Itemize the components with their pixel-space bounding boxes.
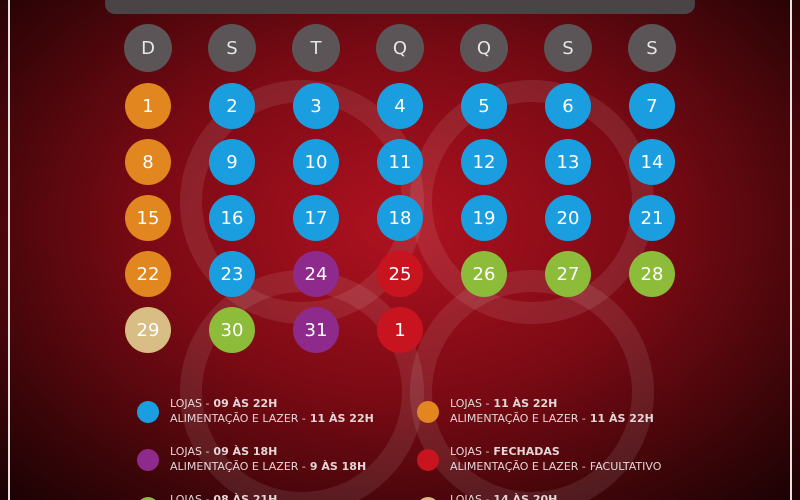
legend-dot bbox=[417, 401, 439, 423]
legend-part: LOJAS - bbox=[450, 493, 490, 500]
day: 5 bbox=[461, 83, 507, 129]
legend-part: 9 ÀS 18H bbox=[309, 460, 367, 473]
legend-part: ALIMENTAÇÃO E LAZER - bbox=[170, 460, 306, 473]
day: 30 bbox=[209, 307, 255, 353]
day: 23 bbox=[209, 251, 255, 297]
day: 6 bbox=[545, 83, 591, 129]
legend-part: ALIMENTAÇÃO E LAZER - bbox=[170, 412, 306, 425]
day: 22 bbox=[125, 251, 171, 297]
legend-dot bbox=[417, 449, 439, 471]
legend-part: LOJAS - bbox=[170, 397, 210, 410]
day: 20 bbox=[545, 195, 591, 241]
legend-text: LOJAS -08 ÀS 21H bbox=[170, 492, 277, 500]
legend-part: 09 ÀS 22H bbox=[213, 397, 278, 410]
legend-text: LOJAS -09 ÀS 22H ALIMENTAÇÃO E LAZER -11 … bbox=[170, 396, 374, 426]
legend-part: 11 ÀS 22H bbox=[309, 412, 374, 425]
day: 16 bbox=[209, 195, 255, 241]
legend-line: LOJAS -14 ÀS 20H bbox=[450, 492, 557, 500]
legend-line: ALIMENTAÇÃO E LAZER - FACULTATIVO bbox=[450, 459, 661, 474]
day: 31 bbox=[293, 307, 339, 353]
day: 7 bbox=[629, 83, 675, 129]
legend-part: 11 ÀS 22H bbox=[493, 397, 558, 410]
day: 25 bbox=[377, 251, 423, 297]
day: 4 bbox=[377, 83, 423, 129]
legend-part: LOJAS - bbox=[450, 445, 490, 458]
legend-line: LOJAS -09 ÀS 18H bbox=[170, 444, 366, 459]
top-bar bbox=[105, 0, 695, 14]
legend-part: 11 ÀS 22H bbox=[589, 412, 654, 425]
legend-line: ALIMENTAÇÃO E LAZER -11 ÀS 22H bbox=[170, 411, 374, 426]
legend-line: LOJAS - FECHADAS bbox=[450, 444, 661, 459]
legend-text: LOJAS -11 ÀS 22H ALIMENTAÇÃO E LAZER -11 … bbox=[450, 396, 654, 426]
weekday: T bbox=[292, 24, 340, 72]
day: 15 bbox=[125, 195, 171, 241]
weekday: S bbox=[628, 24, 676, 72]
legend-part: LOJAS - bbox=[170, 493, 210, 500]
frame-line bbox=[8, 0, 10, 500]
day: 19 bbox=[461, 195, 507, 241]
day: 17 bbox=[293, 195, 339, 241]
day: 8 bbox=[125, 139, 171, 185]
day: 27 bbox=[545, 251, 591, 297]
day: 13 bbox=[545, 139, 591, 185]
day: 1 bbox=[125, 83, 171, 129]
legend-dot bbox=[137, 449, 159, 471]
day: 18 bbox=[377, 195, 423, 241]
legend-line: ALIMENTAÇÃO E LAZER -9 ÀS 18H bbox=[170, 459, 366, 474]
legend-part: LOJAS - bbox=[450, 397, 490, 410]
legend-dot bbox=[137, 497, 159, 500]
legend-part: FACULTATIVO bbox=[589, 460, 662, 473]
day: 9 bbox=[209, 139, 255, 185]
weekday: Q bbox=[460, 24, 508, 72]
legend-text: LOJAS -09 ÀS 18H ALIMENTAÇÃO E LAZER -9 À… bbox=[170, 444, 366, 474]
weekday: S bbox=[544, 24, 592, 72]
legend-part: 14 ÀS 20H bbox=[493, 493, 558, 500]
day: 26 bbox=[461, 251, 507, 297]
day: 2 bbox=[209, 83, 255, 129]
legend-line: LOJAS -09 ÀS 22H bbox=[170, 396, 374, 411]
legend-line: ALIMENTAÇÃO E LAZER -11 ÀS 22H bbox=[450, 411, 654, 426]
legend-part: ALIMENTAÇÃO E LAZER - bbox=[450, 412, 586, 425]
legend-part: ALIMENTAÇÃO E LAZER - bbox=[450, 460, 586, 473]
day: 1 bbox=[377, 307, 423, 353]
legend-line: LOJAS -08 ÀS 21H bbox=[170, 492, 277, 500]
day: 14 bbox=[629, 139, 675, 185]
day: 10 bbox=[293, 139, 339, 185]
weekday: S bbox=[208, 24, 256, 72]
legend-dot bbox=[417, 497, 439, 500]
weekday: D bbox=[124, 24, 172, 72]
legend-part: 08 ÀS 21H bbox=[213, 493, 278, 500]
day: 28 bbox=[629, 251, 675, 297]
legend-part: FECHADAS bbox=[493, 445, 560, 458]
legend-part: 09 ÀS 18H bbox=[213, 445, 278, 458]
day: 21 bbox=[629, 195, 675, 241]
legend-text: LOJAS - FECHADAS ALIMENTAÇÃO E LAZER - FACU… bbox=[450, 444, 661, 474]
day: 29 bbox=[125, 307, 171, 353]
day: 3 bbox=[293, 83, 339, 129]
frame-line bbox=[790, 0, 792, 500]
day: 12 bbox=[461, 139, 507, 185]
weekday: Q bbox=[376, 24, 424, 72]
day: 11 bbox=[377, 139, 423, 185]
legend-text: LOJAS -14 ÀS 20H bbox=[450, 492, 557, 500]
day: 24 bbox=[293, 251, 339, 297]
legend-dot bbox=[137, 401, 159, 423]
legend-line: LOJAS -11 ÀS 22H bbox=[450, 396, 654, 411]
legend-part: LOJAS - bbox=[170, 445, 210, 458]
